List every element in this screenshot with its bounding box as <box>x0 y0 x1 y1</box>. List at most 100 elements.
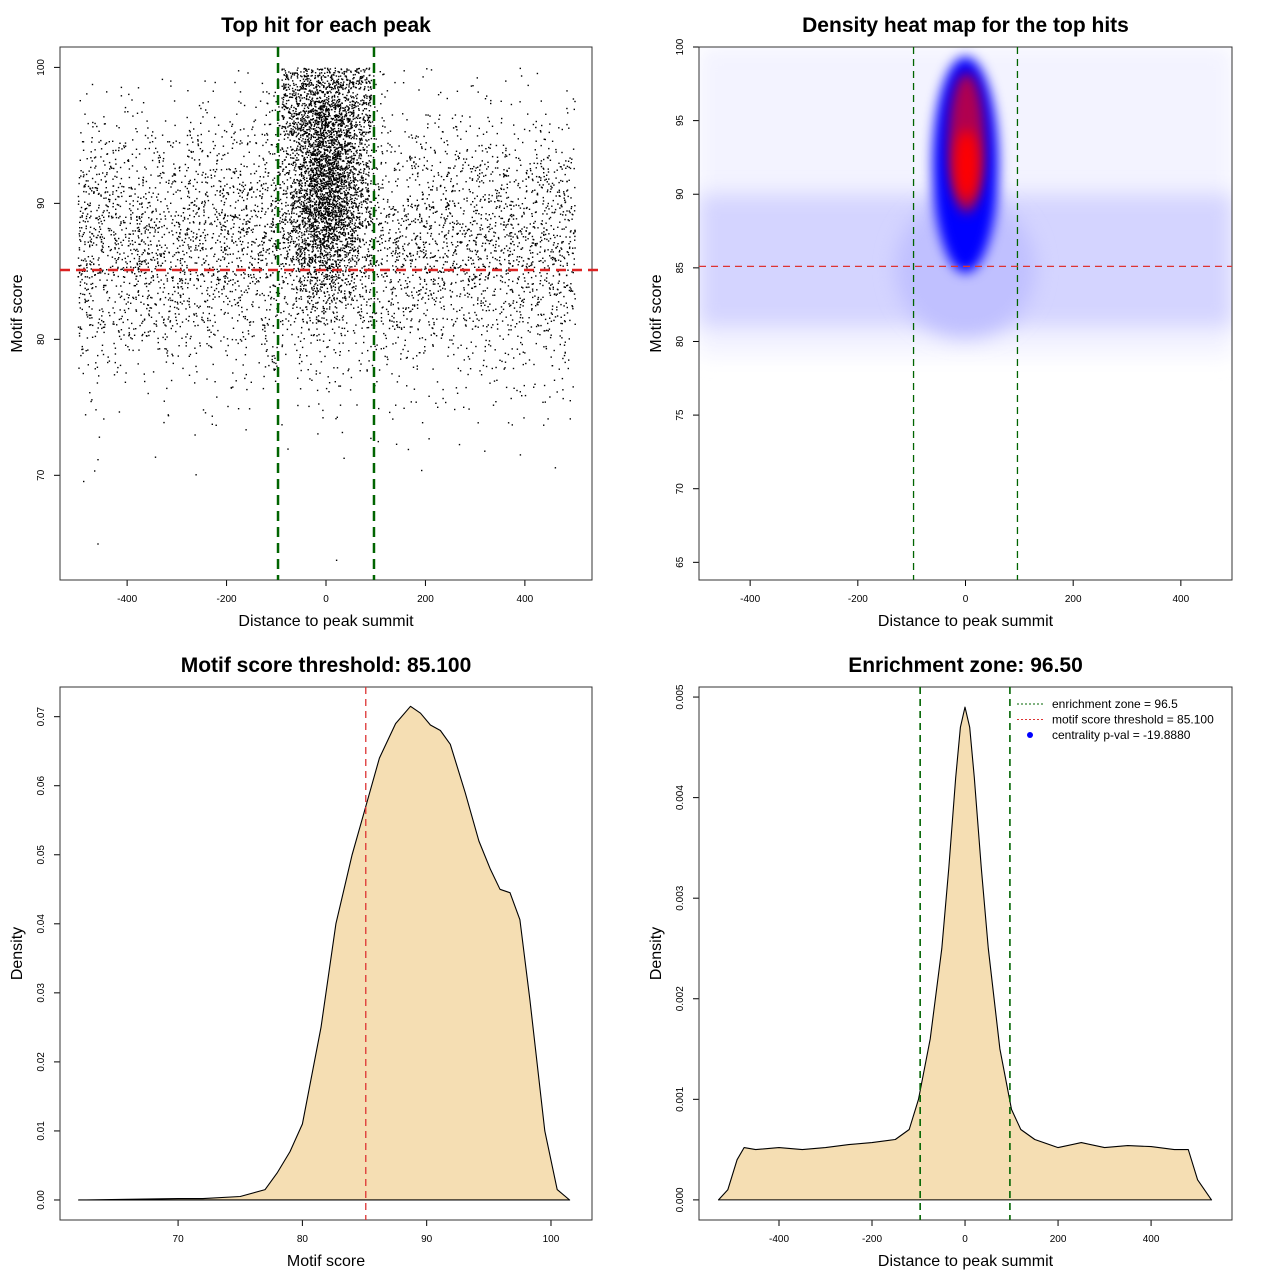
scatter-point <box>543 313 545 316</box>
scatter-point <box>231 219 234 221</box>
scatter-point <box>388 300 390 302</box>
scatter-point <box>78 335 81 337</box>
scatter-point <box>103 326 106 328</box>
scatter-point <box>505 226 507 228</box>
scatter-point <box>569 400 571 402</box>
scatter-point <box>510 223 512 226</box>
scatter-point <box>484 279 486 281</box>
scatter-point <box>109 168 111 170</box>
scatter-point <box>313 198 315 200</box>
scatter-point <box>512 214 514 216</box>
scatter-point <box>430 294 433 296</box>
scatter-point <box>132 297 135 300</box>
scatter-point <box>251 231 254 233</box>
scatter-point <box>548 178 550 180</box>
scatter-point <box>293 229 295 232</box>
scatter-point <box>402 165 404 168</box>
scatter-point <box>416 173 419 175</box>
scatter-point <box>570 288 572 290</box>
scatter-point <box>551 365 553 367</box>
scatter-point <box>107 206 109 208</box>
scatter-point <box>470 171 473 173</box>
scatter-point <box>539 251 541 253</box>
scatter-point <box>190 150 192 153</box>
scatter-point <box>323 309 325 312</box>
scatter-point <box>166 280 169 282</box>
scatter-point <box>236 257 238 260</box>
scatter-point <box>375 312 378 314</box>
scatter-point <box>287 256 289 258</box>
scatter-point <box>125 372 127 374</box>
scatter-point <box>231 147 234 149</box>
scatter-point <box>339 240 341 243</box>
scatter-point <box>190 151 193 153</box>
scatter-point <box>187 208 189 210</box>
scatter-point <box>445 401 447 404</box>
scatter-point <box>107 299 109 302</box>
scatter-point <box>166 336 168 338</box>
scatter-point <box>246 214 249 216</box>
scatter-point <box>517 198 519 200</box>
scatter-point <box>443 179 445 181</box>
scatter-point <box>87 299 90 302</box>
scatter-point <box>246 319 249 321</box>
scatter-point <box>124 106 127 109</box>
scatter-point <box>397 253 399 255</box>
scatter-point <box>475 285 477 288</box>
scatter-point <box>440 297 442 299</box>
scatter-point <box>271 204 273 206</box>
scatter-point <box>425 314 427 317</box>
scatter-point <box>415 235 418 238</box>
scatter-point <box>196 278 198 280</box>
scatter-point <box>409 155 411 158</box>
scatter-point <box>466 272 468 274</box>
scatter-point <box>505 270 507 272</box>
scatter-point <box>553 234 555 236</box>
scatter-point <box>180 286 182 288</box>
scatter-point <box>308 264 310 266</box>
scatter-point <box>459 266 461 268</box>
scatter-point <box>136 131 138 133</box>
scatter-point <box>224 253 227 255</box>
scatter-point <box>508 260 510 262</box>
scatter-point <box>347 202 349 205</box>
scatter-point <box>521 203 524 205</box>
scatter-point <box>261 202 263 205</box>
scatter-point <box>193 313 195 315</box>
scatter-point <box>222 189 225 191</box>
scatter-point <box>326 248 328 250</box>
scatter-point <box>213 207 215 209</box>
scatter-point <box>278 270 280 273</box>
scatter-point <box>142 213 144 215</box>
scatter-point <box>165 274 167 277</box>
scatter-point <box>523 207 525 210</box>
scatter-point <box>534 189 536 191</box>
scatter-point <box>234 81 236 84</box>
scatter-point <box>150 218 153 220</box>
scatter-point <box>458 157 460 160</box>
scatter-point <box>357 208 359 210</box>
scatter-point <box>545 178 547 180</box>
scatter-point <box>322 417 324 419</box>
scatter-point <box>144 380 146 383</box>
scatter-point <box>114 247 116 249</box>
scatter-point <box>395 265 397 268</box>
scatter-point <box>329 139 331 141</box>
scatter-point <box>407 244 409 246</box>
scatter-point <box>380 212 382 214</box>
scatter-point <box>557 243 559 245</box>
scatter-point <box>227 193 230 196</box>
scatter-point <box>159 172 162 175</box>
scatter-point <box>100 238 103 241</box>
scatter-point <box>88 193 90 195</box>
scatter-point <box>344 290 346 292</box>
scatter-point <box>413 287 415 289</box>
scatter-point <box>340 211 343 213</box>
scatter-point <box>299 280 301 282</box>
scatter-point <box>232 372 234 374</box>
scatter-point <box>431 189 433 191</box>
scatter-point <box>426 257 428 259</box>
scatter-point <box>413 220 415 222</box>
scatter-point <box>287 448 289 450</box>
